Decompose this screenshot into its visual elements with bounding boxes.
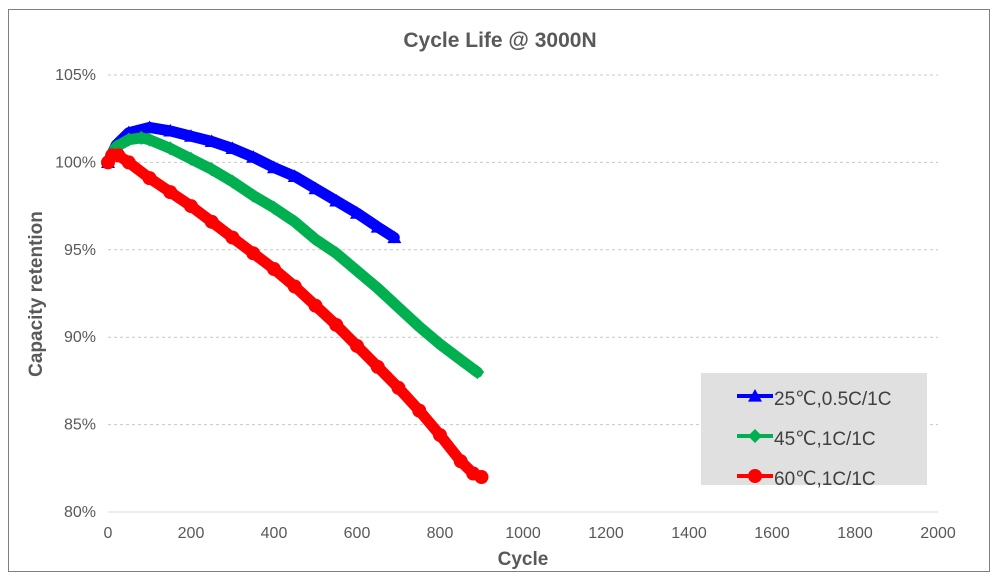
data-point [184, 199, 198, 214]
y-axis-ticks: 80% 85% 90% 95% 100% 105% [55, 67, 96, 521]
x-tick-label: 0 [104, 525, 113, 542]
y-tick-label: 100% [55, 154, 96, 171]
x-tick-label: 1200 [588, 525, 624, 542]
data-point [246, 188, 261, 203]
x-tick-label: 600 [344, 525, 371, 542]
data-point [287, 169, 302, 182]
chart-title: Cycle Life @ 3000N [403, 29, 596, 52]
data-point [267, 262, 281, 277]
series-group [101, 120, 489, 485]
data-point [163, 185, 178, 200]
data-point [204, 134, 219, 148]
x-tick-label: 1000 [505, 525, 541, 542]
y-tick-label: 85% [64, 417, 96, 434]
data-point [111, 148, 126, 163]
data-point [387, 230, 402, 244]
legend-item: 60℃,1C/1C [737, 469, 876, 490]
data-point [470, 365, 485, 380]
data-point [391, 300, 406, 315]
data-point [329, 193, 344, 207]
x-tick-label: 200 [178, 525, 205, 542]
data-point [350, 263, 364, 278]
data-point [433, 428, 447, 443]
x-tick-label: 2000 [920, 525, 956, 542]
data-point [225, 174, 240, 189]
data-point [350, 206, 364, 219]
y-tick-label: 105% [55, 67, 96, 84]
legend-item: 25℃,0.5C/1C [737, 389, 891, 410]
x-tick-label: 1400 [671, 525, 707, 542]
data-point [308, 232, 323, 247]
y-tick-label: 95% [64, 242, 96, 259]
x-axis-ticks: 0 200 400 600 800 1000 1200 1400 1600 1800 2000 [104, 525, 956, 542]
data-point [267, 160, 281, 174]
data-point [184, 151, 198, 166]
legend-item: 45℃,1C/1C [737, 429, 876, 450]
data-point [329, 246, 344, 261]
data-point [184, 129, 198, 142]
y-tick-label: 80% [64, 504, 96, 521]
data-point [225, 230, 240, 245]
data-point [308, 298, 323, 313]
data-point [391, 380, 406, 395]
data-point [287, 214, 302, 229]
legend-box [701, 373, 927, 485]
data-point [474, 470, 489, 485]
data-point [433, 337, 447, 352]
y-axis-label: Capacity retention [26, 211, 47, 377]
data-point [370, 359, 385, 374]
data-point [453, 454, 468, 469]
gridlines [108, 74, 938, 426]
data-point [748, 389, 762, 402]
data-point [163, 141, 178, 156]
data-point [370, 220, 385, 233]
legend: 25℃,0.5C/1C 45℃,1C/1C 60℃,1C/1C [701, 373, 927, 490]
data-point [748, 469, 762, 483]
data-point [350, 338, 364, 353]
data-point [225, 141, 240, 155]
x-tick-label: 1600 [754, 525, 790, 542]
data-point [453, 352, 468, 367]
data-point [204, 214, 219, 229]
data-point [142, 171, 157, 186]
data-point [267, 200, 281, 215]
data-point [204, 162, 219, 177]
series-line [102, 149, 487, 483]
data-point [142, 132, 157, 147]
data-point [370, 281, 385, 296]
data-point [163, 123, 178, 137]
data-point [308, 181, 323, 195]
data-point [329, 317, 344, 332]
data-point [142, 120, 157, 134]
legend-label: 45℃,1C/1C [774, 429, 876, 450]
x-axis-label: Cycle [498, 549, 549, 570]
x-tick-label: 400 [261, 525, 288, 542]
legend-label: 60℃,1C/1C [774, 469, 876, 490]
series-2 [101, 130, 485, 380]
series-line [102, 121, 400, 244]
data-point [246, 246, 261, 261]
series-3 [101, 148, 489, 485]
data-point [121, 155, 136, 170]
x-tick-label: 1800 [837, 525, 873, 542]
data-point [412, 319, 427, 334]
legend-label: 25℃,0.5C/1C [774, 389, 891, 410]
x-tick-label: 800 [427, 525, 454, 542]
y-tick-label: 90% [64, 329, 96, 346]
data-point [287, 279, 302, 294]
data-point [748, 429, 762, 443]
data-point [121, 132, 136, 147]
data-point [246, 150, 261, 163]
data-point [412, 403, 427, 418]
